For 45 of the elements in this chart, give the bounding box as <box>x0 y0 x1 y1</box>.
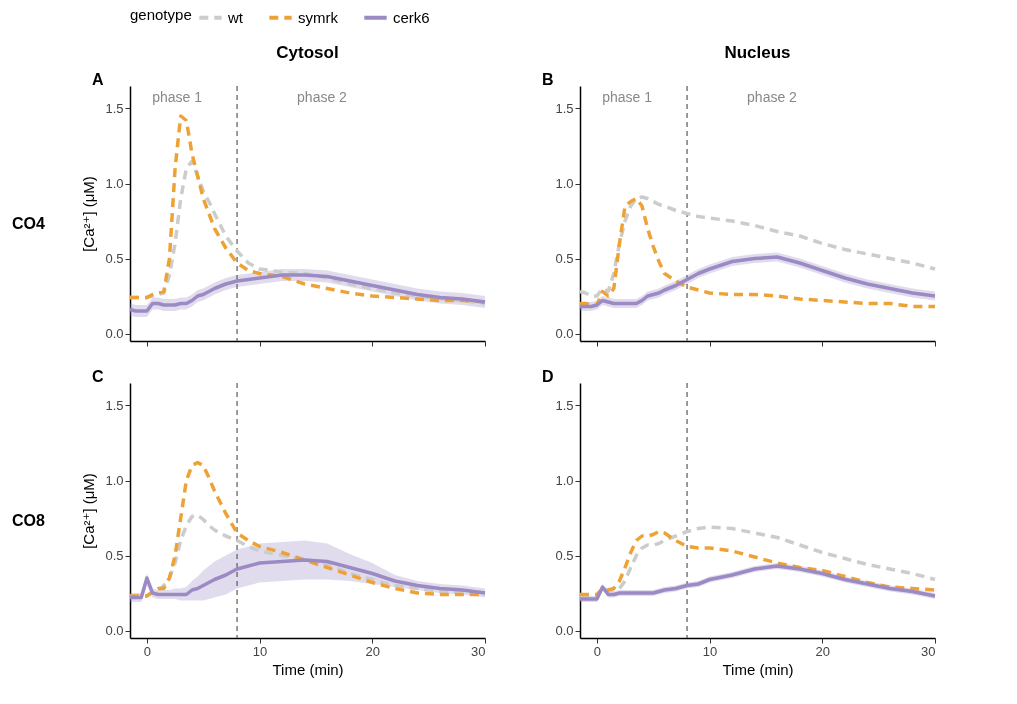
y-tick-label: 1.5 <box>105 101 124 116</box>
x-tick-label: 30 <box>471 643 486 659</box>
text: CO8 <box>12 511 45 529</box>
x-axis-title: Time (min) <box>722 660 794 678</box>
x-tick-label: 20 <box>815 643 831 659</box>
text: CO4 <box>12 214 45 232</box>
legend-title: genotype <box>130 6 192 23</box>
y-tick-label: 1.5 <box>105 398 124 413</box>
x-axis-title: Time (min) <box>272 660 344 678</box>
y-tick-label: 0.0 <box>555 623 574 638</box>
x-tick-label: 10 <box>252 643 268 659</box>
x-tick-label: 20 <box>365 643 381 659</box>
legend-label: symrk <box>298 8 339 26</box>
x-tick-label: 10 <box>702 643 718 659</box>
x-tick-label: 0 <box>593 643 602 659</box>
y-tick-label: 0.5 <box>105 548 124 563</box>
text: A <box>92 71 104 88</box>
y-tick-label: 1.5 <box>555 398 574 413</box>
annotation: phase 1 <box>152 89 203 105</box>
y-tick-label: 1.0 <box>555 473 574 488</box>
x-tick-label: 0 <box>143 643 152 659</box>
text: D <box>542 368 554 385</box>
x-tick-label: 30 <box>921 643 936 659</box>
y-tick-label: 1.0 <box>555 176 574 191</box>
y-axis-title: [Ca²⁺] (μM) <box>80 176 98 252</box>
y-tick-label: 0.0 <box>105 326 124 341</box>
annotation: phase 2 <box>297 89 348 105</box>
y-axis-title: [Ca²⁺] (μM) <box>80 473 98 549</box>
y-tick-label: 0.5 <box>105 251 124 266</box>
text: B <box>542 71 554 88</box>
y-tick-label: 0.5 <box>555 251 574 266</box>
line-series <box>128 558 487 600</box>
annotation: phase 1 <box>602 89 653 105</box>
y-tick-label: 0.5 <box>555 548 574 563</box>
legend-label: wt <box>227 8 244 26</box>
legend-label: cerk6 <box>393 8 430 26</box>
y-tick-label: 1.0 <box>105 176 124 191</box>
y-tick-label: 1.0 <box>105 473 124 488</box>
chart-title: Nucleus <box>724 43 791 62</box>
annotation: phase 2 <box>747 89 798 105</box>
chart-title: Cytosol <box>276 43 339 62</box>
y-tick-label: 0.0 <box>555 326 574 341</box>
y-tick-label: 1.5 <box>555 101 574 116</box>
text: C <box>92 368 104 385</box>
y-tick-label: 0.0 <box>105 623 124 638</box>
